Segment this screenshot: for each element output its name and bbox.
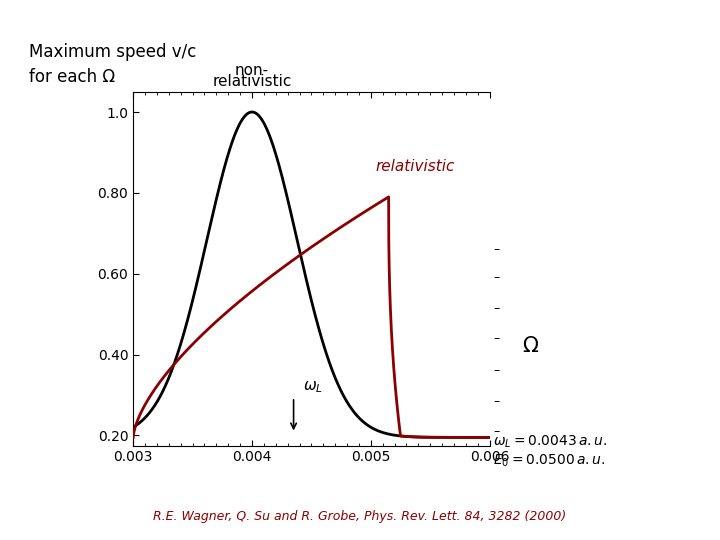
Text: –: –	[493, 243, 500, 256]
Text: –: –	[493, 425, 500, 438]
Text: $E_0$$=0.0500\,a.u.$: $E_0$$=0.0500\,a.u.$	[493, 453, 606, 469]
Text: –: –	[493, 332, 500, 345]
Text: Maximum speed v/c: Maximum speed v/c	[29, 43, 196, 61]
Text: non-: non-	[235, 63, 269, 78]
Text: $\Omega$: $\Omega$	[522, 336, 539, 356]
Text: relativistic: relativistic	[212, 74, 292, 89]
Text: for each Ω: for each Ω	[29, 68, 115, 85]
Text: –: –	[493, 395, 500, 408]
Text: relativistic: relativistic	[376, 159, 455, 174]
Text: R.E. Wagner, Q. Su and R. Grobe, Phys. Rev. Lett. 84, 3282 (2000): R.E. Wagner, Q. Su and R. Grobe, Phys. R…	[153, 510, 567, 523]
Text: –: –	[493, 301, 500, 315]
Text: –: –	[493, 364, 500, 377]
Text: $\omega_L$: $\omega_L$	[303, 379, 323, 395]
Text: $\omega_L$$=0.0043\,a.u.$: $\omega_L$$=0.0043\,a.u.$	[493, 434, 608, 450]
Text: –: –	[493, 271, 500, 284]
